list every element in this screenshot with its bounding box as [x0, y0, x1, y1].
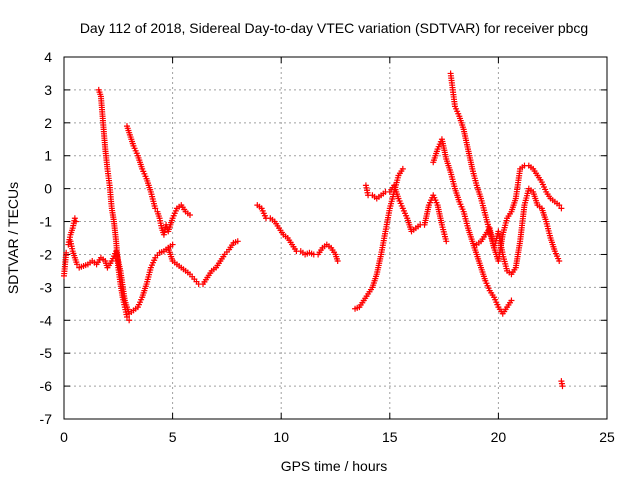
x-tick-label: 25: [599, 429, 615, 445]
data-point: [556, 258, 563, 265]
y-tick-label: 4: [44, 49, 52, 65]
y-tick-label: 0: [44, 181, 52, 197]
data-series: [352, 165, 406, 312]
data-point: [72, 218, 79, 225]
plot-frame: [63, 56, 608, 420]
data-series: [123, 123, 193, 238]
data-point: [334, 258, 341, 265]
data-series: [430, 136, 515, 317]
data-series: [165, 238, 241, 288]
data-point: [71, 215, 78, 222]
x-tick-label: 10: [273, 429, 289, 445]
y-tick-label: 1: [44, 148, 52, 164]
y-tick-label: 3: [44, 82, 52, 98]
data-point: [152, 205, 159, 212]
data-point: [443, 238, 450, 245]
data-series: [362, 182, 450, 245]
y-tick-label: -2: [40, 246, 53, 262]
y-tick-label: -3: [40, 279, 53, 295]
data-series: [254, 202, 341, 265]
data-point: [556, 202, 563, 209]
y-tick-label: -6: [40, 378, 53, 394]
grid-lines: [63, 56, 608, 420]
data-series: [473, 185, 563, 278]
data-series: [61, 249, 70, 279]
x-tick-label: 15: [382, 429, 398, 445]
data-series: [447, 70, 565, 265]
y-tick-label: -4: [40, 312, 53, 328]
x-tick-label: 20: [491, 429, 507, 445]
data-point: [558, 205, 565, 212]
data-series: [65, 215, 79, 248]
x-tick-label: 0: [60, 429, 68, 445]
data-point: [126, 317, 133, 324]
data-marks: [61, 70, 566, 390]
y-tick-label: -7: [40, 411, 53, 427]
x-tick-label: 5: [169, 429, 177, 445]
y-tick-label: -5: [40, 345, 53, 361]
data-point: [508, 297, 515, 304]
data-point: [559, 383, 566, 390]
data-point: [169, 241, 176, 248]
data-point: [234, 238, 241, 245]
data-point: [74, 261, 81, 268]
data-series: [558, 378, 566, 390]
data-point: [63, 249, 70, 256]
data-series: [95, 86, 133, 324]
y-tick-label: -1: [40, 214, 53, 230]
x-axis-label: GPS time / hours: [281, 458, 388, 474]
data-point: [186, 211, 193, 218]
data-point: [123, 313, 130, 320]
y-axis-label: SDTVAR / TECUs: [5, 182, 21, 294]
data-point: [399, 165, 406, 172]
y-tick-label: 2: [44, 115, 52, 131]
chart-title: Day 112 of 2018, Sidereal Day-to-day VTE…: [80, 20, 588, 36]
